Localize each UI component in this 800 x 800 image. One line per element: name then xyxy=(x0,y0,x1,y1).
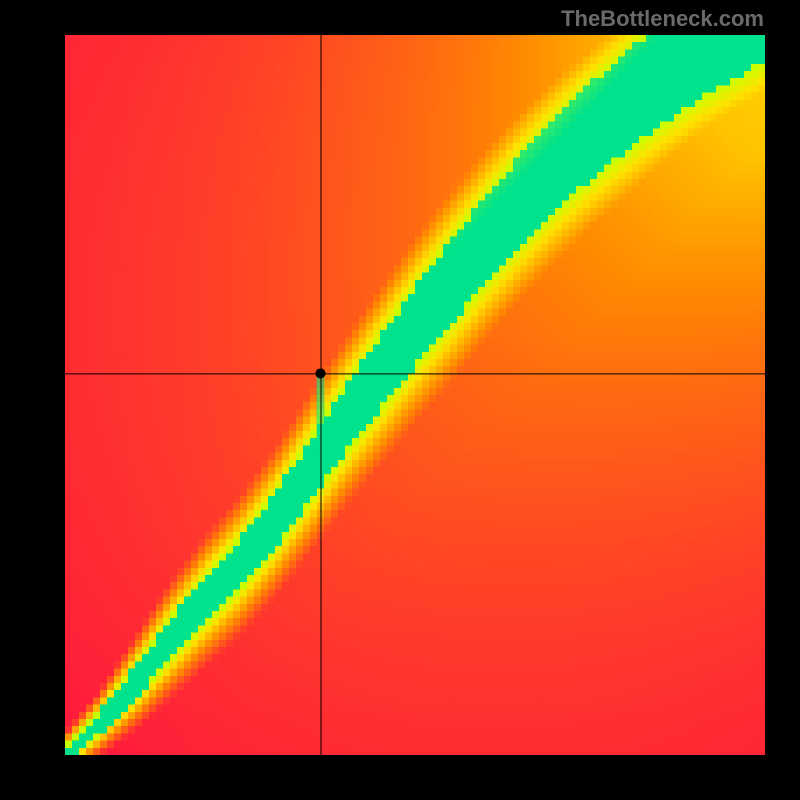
heatmap-plot xyxy=(65,35,765,755)
heatmap-overlay xyxy=(65,35,765,755)
watermark-text: TheBottleneck.com xyxy=(561,6,764,32)
